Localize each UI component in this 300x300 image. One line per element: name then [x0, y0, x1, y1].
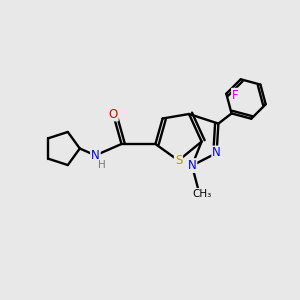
Text: H: H [98, 160, 106, 170]
Text: N: N [212, 146, 221, 160]
Text: S: S [175, 154, 182, 167]
Text: F: F [232, 89, 238, 102]
Text: O: O [109, 107, 118, 121]
Text: N: N [91, 149, 100, 162]
Text: N: N [188, 159, 196, 172]
Text: CH₃: CH₃ [192, 189, 211, 199]
